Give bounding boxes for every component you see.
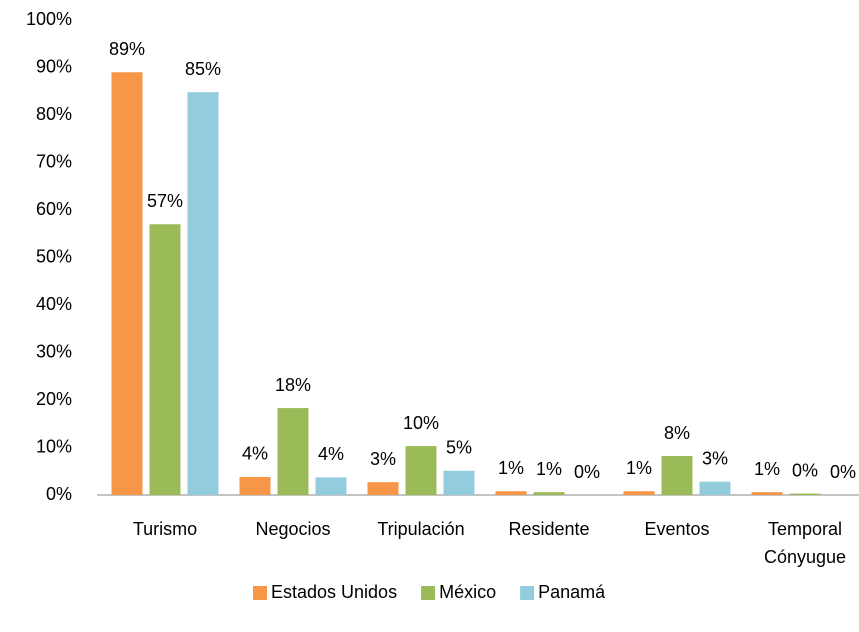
legend-swatch bbox=[520, 586, 535, 600]
bar bbox=[699, 481, 731, 495]
y-tick-label: 50% bbox=[36, 246, 72, 266]
legend-label: Estados Unidos bbox=[271, 582, 397, 602]
y-tick-label: 20% bbox=[36, 389, 72, 409]
bar bbox=[623, 491, 655, 495]
bar bbox=[315, 477, 347, 495]
bar bbox=[533, 492, 565, 495]
bar bbox=[751, 492, 783, 495]
data-label: 1% bbox=[626, 458, 652, 478]
x-tick-label: Negocios bbox=[255, 519, 331, 539]
bar bbox=[149, 224, 181, 495]
data-label: 8% bbox=[664, 423, 690, 443]
y-tick-label: 40% bbox=[36, 294, 72, 314]
data-label: 0% bbox=[574, 462, 600, 482]
data-label: 5% bbox=[446, 438, 472, 458]
data-label: 1% bbox=[498, 458, 524, 478]
data-label: 0% bbox=[792, 460, 818, 480]
data-label: 0% bbox=[830, 462, 856, 482]
y-tick-label: 80% bbox=[36, 104, 72, 124]
y-tick-label: 90% bbox=[36, 56, 72, 76]
bar bbox=[405, 446, 437, 495]
bar bbox=[187, 92, 219, 495]
y-tick-label: 0% bbox=[46, 484, 72, 504]
bar bbox=[239, 476, 271, 495]
y-tick-label: 30% bbox=[36, 341, 72, 361]
bar bbox=[661, 456, 693, 495]
data-label: 3% bbox=[370, 449, 396, 469]
legend-label: Panamá bbox=[538, 582, 606, 602]
x-tick-label: Tripulación bbox=[377, 519, 465, 539]
data-label: 18% bbox=[275, 375, 311, 395]
bar bbox=[443, 470, 475, 495]
bar bbox=[367, 482, 399, 495]
x-tick-label: Turismo bbox=[132, 519, 198, 539]
x-tick-label: Eventos bbox=[644, 519, 710, 539]
x-tick-label: Temporal Cónyugue bbox=[763, 519, 847, 567]
data-label: 4% bbox=[242, 444, 268, 464]
data-label: 1% bbox=[754, 459, 780, 479]
y-tick-label: 60% bbox=[36, 199, 72, 219]
data-label: 1% bbox=[536, 459, 562, 479]
bar bbox=[495, 491, 527, 495]
data-label: 85% bbox=[185, 59, 221, 79]
bar bbox=[111, 72, 143, 495]
legend-swatch bbox=[421, 586, 436, 600]
bar bbox=[277, 408, 309, 495]
y-tick-label: 70% bbox=[36, 151, 72, 171]
y-tick-label: 10% bbox=[36, 436, 72, 456]
bar bbox=[789, 493, 821, 495]
x-tick-label: Residente bbox=[508, 519, 590, 539]
data-label: 89% bbox=[109, 39, 145, 59]
data-label: 57% bbox=[147, 191, 183, 211]
data-label: 4% bbox=[318, 444, 344, 464]
legend-swatch bbox=[253, 586, 267, 600]
y-tick-label: 100% bbox=[26, 9, 72, 29]
legend-label: México bbox=[439, 582, 496, 602]
data-label: 3% bbox=[702, 448, 728, 468]
data-label: 10% bbox=[403, 413, 439, 433]
